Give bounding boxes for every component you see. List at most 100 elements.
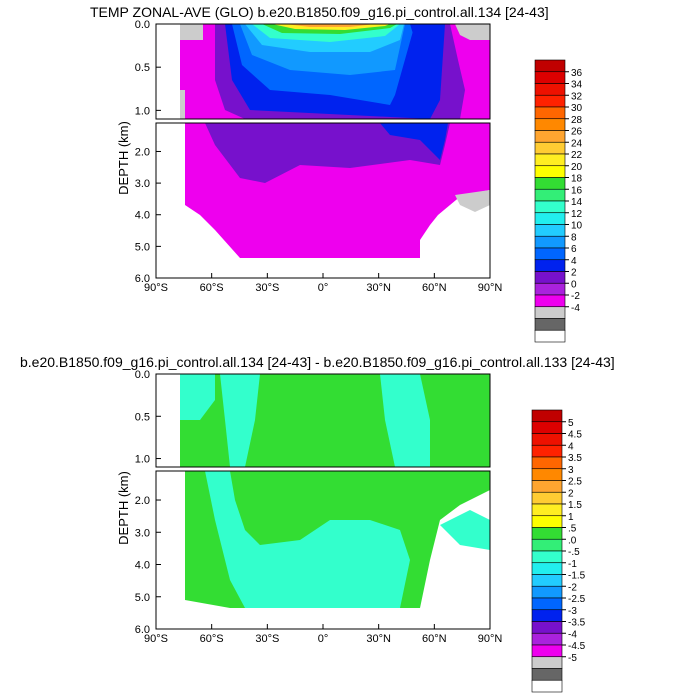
colorbar-label: -4 bbox=[571, 303, 580, 314]
colorbar-label: 3 bbox=[568, 465, 574, 476]
colorbar-swatch bbox=[534, 306, 566, 319]
colorbar-swatch bbox=[531, 609, 563, 622]
colorbar-label: 22 bbox=[571, 150, 583, 161]
colorbar-swatch bbox=[531, 433, 563, 446]
colorbar-swatch bbox=[534, 118, 566, 131]
colorbar-label: .0 bbox=[568, 535, 577, 546]
colorbar-swatch bbox=[534, 83, 566, 96]
colorbar-swatch bbox=[534, 153, 566, 167]
colorbar-label: 1 bbox=[568, 512, 574, 523]
colorbar-swatch bbox=[531, 550, 563, 564]
colorbar-label: -4.5 bbox=[568, 641, 586, 652]
colorbar-label: 36 bbox=[571, 68, 583, 79]
colorbar-swatch bbox=[534, 59, 566, 73]
x-tick-label: 0° bbox=[318, 282, 329, 294]
y-tick-label: 2.0 bbox=[135, 146, 150, 158]
colorbar-label: -2.5 bbox=[568, 594, 586, 605]
colorbar-swatch bbox=[531, 480, 563, 493]
colorbar-label: .5 bbox=[568, 524, 577, 535]
colorbar-swatch bbox=[531, 515, 563, 528]
colorbar-label: 14 bbox=[571, 197, 583, 208]
colorbar-label: -1.5 bbox=[568, 571, 586, 582]
colorbar-label: 32 bbox=[571, 91, 583, 102]
colorbar-swatch bbox=[531, 538, 563, 552]
colorbar-label: 28 bbox=[571, 115, 583, 126]
chart-title-top: TEMP ZONAL-AVE (GLO) b.e20.B1850.f09_g16… bbox=[90, 4, 549, 20]
bottom-field bbox=[155, 373, 491, 630]
band-2-4-lower bbox=[380, 123, 448, 160]
y-tick-label: 1.0 bbox=[135, 454, 150, 466]
colorbar-label: 10 bbox=[571, 221, 583, 232]
colorbar-label: 18 bbox=[571, 174, 583, 185]
y-tick-label: 3.0 bbox=[135, 527, 150, 539]
colorbar-label: 1.5 bbox=[568, 500, 582, 511]
colorbar-swatch bbox=[534, 212, 566, 225]
diff-negative-upper-a bbox=[180, 374, 215, 420]
x-tick-label: 0° bbox=[318, 633, 329, 645]
x-tick-label: 30°N bbox=[366, 282, 391, 294]
colorbar-swatch bbox=[531, 421, 563, 434]
colorbar-label: 12 bbox=[571, 209, 583, 220]
y-tick-label: 2.0 bbox=[135, 495, 150, 507]
y-tick-label: 0.5 bbox=[135, 62, 150, 74]
y-tick-label: 5.0 bbox=[135, 592, 150, 604]
y-tick-label: 0.5 bbox=[135, 411, 150, 423]
y-tick-label: 0.0 bbox=[135, 369, 150, 381]
colorbar-label: 2 bbox=[571, 268, 577, 279]
colorbar-label: -3 bbox=[568, 606, 577, 617]
colorbar-swatch bbox=[531, 668, 563, 681]
x-tick-label: 90°N bbox=[478, 633, 503, 645]
colorbar-swatch bbox=[531, 444, 563, 458]
colorbar-swatch bbox=[534, 235, 566, 249]
colorbar-label: -4 bbox=[568, 629, 577, 640]
colorbar-label: 34 bbox=[571, 80, 583, 91]
x-tick-label: 60°N bbox=[422, 633, 447, 645]
colorbar-swatch bbox=[531, 621, 563, 634]
colorbar-swatch bbox=[534, 141, 566, 155]
y-tick-label: 5.0 bbox=[135, 241, 150, 253]
colorbar-swatch bbox=[534, 282, 566, 296]
diff-negative-lower bbox=[205, 471, 410, 608]
chart-title-bottom: b.e20.B1850.f09_g16.pi_control.all.134 [… bbox=[20, 354, 615, 370]
colorbar-swatch bbox=[534, 130, 566, 143]
colorbar-label: -3.5 bbox=[568, 618, 586, 629]
colorbar-swatch bbox=[534, 318, 566, 331]
colorbar-label: 0 bbox=[571, 279, 577, 290]
colorbar-swatch bbox=[534, 106, 566, 120]
y-tick-label: 4.0 bbox=[135, 210, 150, 222]
x-tick-label: 60°S bbox=[200, 633, 224, 645]
colorbar-label: 4 bbox=[571, 256, 577, 267]
x-tick-label: 30°S bbox=[255, 282, 279, 294]
colorbar-swatch bbox=[534, 259, 566, 272]
colorbar-swatch bbox=[531, 656, 563, 669]
y-tick-label: 6.0 bbox=[135, 273, 150, 285]
y-tick-label: 6.0 bbox=[135, 624, 150, 636]
band-0-2-lower bbox=[205, 123, 450, 183]
diff-negative-north bbox=[440, 510, 490, 550]
x-tick-label: 90°S bbox=[144, 633, 168, 645]
band-22-26-upper bbox=[285, 24, 375, 27]
colorbar-swatch bbox=[531, 597, 563, 611]
y-tick-label: 0.0 bbox=[135, 19, 150, 31]
y-axis-label: DEPTH (km) bbox=[116, 471, 131, 545]
colorbar-swatch bbox=[531, 491, 563, 505]
colorbar-label: 8 bbox=[571, 232, 577, 243]
colorbar-label: 20 bbox=[571, 162, 583, 173]
x-tick-label: 90°S bbox=[144, 282, 168, 294]
colorbar-label: -.5 bbox=[568, 547, 580, 558]
colorbar-label: -5 bbox=[568, 653, 577, 664]
colorbar-swatch bbox=[531, 562, 563, 575]
colorbar-swatch bbox=[531, 503, 563, 517]
cold-tongue-upper bbox=[410, 24, 428, 50]
y-tick-label: 4.0 bbox=[135, 560, 150, 572]
colorbar-label: 30 bbox=[571, 103, 583, 114]
colorbar-label: 16 bbox=[571, 185, 583, 196]
x-tick-label: 30°S bbox=[255, 633, 279, 645]
colorbar-label: 26 bbox=[571, 127, 583, 138]
x-tick-label: 60°S bbox=[200, 282, 224, 294]
y-axis-label: DEPTH (km) bbox=[116, 121, 131, 195]
colorbar-swatch bbox=[534, 294, 566, 308]
colorbar-swatch bbox=[534, 271, 566, 284]
colorbar-swatch bbox=[534, 200, 566, 214]
y-tick-label: 3.0 bbox=[135, 178, 150, 190]
